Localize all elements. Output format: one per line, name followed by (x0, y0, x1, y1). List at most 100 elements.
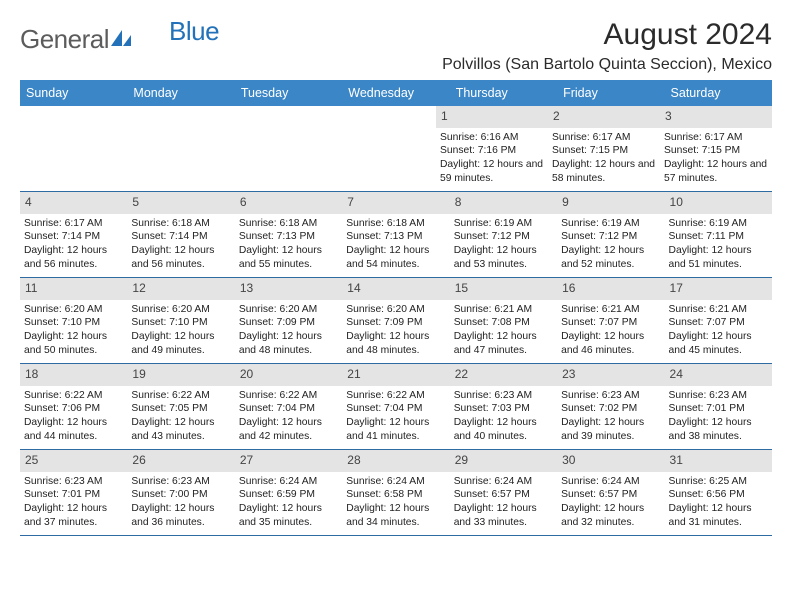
day-cell: 12 Sunrise: 6:20 AMSunset: 7:10 PMDayligh… (127, 278, 234, 364)
day-number: 7 (342, 192, 449, 214)
sunrise-line: Sunrise: 6:21 AM (561, 303, 660, 317)
empty-day-cell (228, 106, 332, 192)
sunset-line: Sunset: 7:14 PM (131, 230, 230, 244)
calendar-page: General Blue August 2024 Polvillos (San … (0, 0, 792, 612)
sunset-line: Sunset: 7:11 PM (669, 230, 768, 244)
day-number: 14 (342, 278, 449, 300)
daylight-line: Daylight: 12 hours and 49 minutes. (131, 330, 230, 357)
header: General Blue August 2024 Polvillos (San … (20, 18, 772, 74)
day-cell: 20Sunrise: 6:22 AMSunset: 7:04 PMDayligh… (235, 364, 342, 450)
day-number: 30 (557, 450, 664, 472)
day-cell: 30Sunrise: 6:24 AMSunset: 6:57 PMDayligh… (557, 450, 664, 536)
daylight-line: Daylight: 12 hours and 48 minutes. (239, 330, 338, 357)
day-number: 9 (557, 192, 664, 214)
sunrise-line: Sunrise: 6:16 AM (440, 131, 544, 145)
sunset-line: Sunset: 7:15 PM (552, 144, 656, 158)
day-number: 28 (342, 450, 449, 472)
day-number: 20 (235, 364, 342, 386)
sunset-line: Sunset: 7:09 PM (346, 316, 445, 330)
day-cell: 22Sunrise: 6:23 AMSunset: 7:03 PMDayligh… (450, 364, 557, 450)
dow-header-cell: Friday (557, 80, 664, 106)
daylight-line: Daylight: 12 hours and 32 minutes. (561, 502, 660, 529)
calendar-grid: SundayMondayTuesdayWednesdayThursdayFrid… (20, 80, 772, 536)
sunset-line: Sunset: 7:12 PM (561, 230, 660, 244)
daylight-line: Daylight: 12 hours and 50 minutes. (24, 330, 123, 357)
sunrise-line: Sunrise: 6:20 AM (239, 303, 338, 317)
week-row: 18Sunrise: 6:22 AMSunset: 7:06 PMDayligh… (20, 364, 772, 450)
sunrise-line: Sunrise: 6:20 AM (24, 303, 123, 317)
day-number: 6 (235, 192, 342, 214)
day-number: 1 (436, 106, 548, 128)
daylight-line: Daylight: 12 hours and 43 minutes. (131, 416, 230, 443)
day-cell: 23Sunrise: 6:23 AMSunset: 7:02 PMDayligh… (557, 364, 664, 450)
empty-day-cell (124, 106, 228, 192)
day-cell: 17Sunrise: 6:21 AMSunset: 7:07 PMDayligh… (665, 278, 772, 364)
dow-header-cell: Sunday (20, 80, 127, 106)
day-cell: 16Sunrise: 6:21 AMSunset: 7:07 PMDayligh… (557, 278, 664, 364)
location-subtitle: Polvillos (San Bartolo Quinta Seccion), … (442, 56, 772, 74)
day-cell: 24Sunrise: 6:23 AMSunset: 7:01 PMDayligh… (665, 364, 772, 450)
daylight-line: Daylight: 12 hours and 31 minutes. (669, 502, 768, 529)
daylight-line: Daylight: 12 hours and 40 minutes. (454, 416, 553, 443)
sunrise-line: Sunrise: 6:21 AM (669, 303, 768, 317)
sunrise-line: Sunrise: 6:23 AM (454, 389, 553, 403)
sunset-line: Sunset: 7:10 PM (131, 316, 230, 330)
day-number: 10 (665, 192, 772, 214)
logo: General Blue (20, 18, 219, 55)
day-number: 18 (20, 364, 127, 386)
day-cell: 7Sunrise: 6:18 AMSunset: 7:13 PMDaylight… (342, 192, 449, 278)
sunset-line: Sunset: 7:00 PM (131, 488, 230, 502)
dow-header-cell: Saturday (665, 80, 772, 106)
day-cell: 13Sunrise: 6:20 AMSunset: 7:09 PMDayligh… (235, 278, 342, 364)
day-cell: 5Sunrise: 6:18 AMSunset: 7:14 PMDaylight… (127, 192, 234, 278)
day-cell: 15Sunrise: 6:21 AMSunset: 7:08 PMDayligh… (450, 278, 557, 364)
sunrise-line: Sunrise: 6:17 AM (664, 131, 768, 145)
sunset-line: Sunset: 7:08 PM (454, 316, 553, 330)
dow-header-cell: Wednesday (342, 80, 449, 106)
day-number: 31 (665, 450, 772, 472)
day-cell: 14Sunrise: 6:20 AMSunset: 7:09 PMDayligh… (342, 278, 449, 364)
dow-header-row: SundayMondayTuesdayWednesdayThursdayFrid… (20, 80, 772, 106)
day-number: 15 (450, 278, 557, 300)
sunrise-line: Sunrise: 6:20 AM (131, 303, 230, 317)
day-cell: 21Sunrise: 6:22 AMSunset: 7:04 PMDayligh… (342, 364, 449, 450)
day-cell: 18Sunrise: 6:22 AMSunset: 7:06 PMDayligh… (20, 364, 127, 450)
day-number: 24 (665, 364, 772, 386)
sunrise-line: Sunrise: 6:22 AM (239, 389, 338, 403)
sunset-line: Sunset: 6:58 PM (346, 488, 445, 502)
weeks-container: 1Sunrise: 6:16 AMSunset: 7:16 PMDaylight… (20, 106, 772, 536)
sunrise-line: Sunrise: 6:19 AM (669, 217, 768, 231)
day-number: 29 (450, 450, 557, 472)
daylight-line: Daylight: 12 hours and 44 minutes. (24, 416, 123, 443)
empty-day-cell (332, 106, 436, 192)
dow-header-cell: Thursday (450, 80, 557, 106)
day-cell: 26Sunrise: 6:23 AMSunset: 7:00 PMDayligh… (127, 450, 234, 536)
day-number: 13 (235, 278, 342, 300)
sunrise-line: Sunrise: 6:19 AM (454, 217, 553, 231)
daylight-line: Daylight: 12 hours and 36 minutes. (131, 502, 230, 529)
sunrise-line: Sunrise: 6:17 AM (24, 217, 123, 231)
day-number: 23 (557, 364, 664, 386)
day-cell: 6Sunrise: 6:18 AMSunset: 7:13 PMDaylight… (235, 192, 342, 278)
sunrise-line: Sunrise: 6:23 AM (669, 389, 768, 403)
day-number: 12 (127, 278, 234, 300)
day-cell: 9Sunrise: 6:19 AMSunset: 7:12 PMDaylight… (557, 192, 664, 278)
sunrise-line: Sunrise: 6:23 AM (561, 389, 660, 403)
sunset-line: Sunset: 7:02 PM (561, 402, 660, 416)
day-cell: 3Sunrise: 6:17 AMSunset: 7:15 PMDaylight… (660, 106, 772, 192)
daylight-line: Daylight: 12 hours and 58 minutes. (552, 158, 656, 185)
sunrise-line: Sunrise: 6:25 AM (669, 475, 768, 489)
sunset-line: Sunset: 7:06 PM (24, 402, 123, 416)
daylight-line: Daylight: 12 hours and 47 minutes. (454, 330, 553, 357)
day-number: 26 (127, 450, 234, 472)
dow-header-cell: Tuesday (235, 80, 342, 106)
sunset-line: Sunset: 7:13 PM (346, 230, 445, 244)
sunset-line: Sunset: 7:10 PM (24, 316, 123, 330)
daylight-line: Daylight: 12 hours and 51 minutes. (669, 244, 768, 271)
day-cell: 4Sunrise: 6:17 AMSunset: 7:14 PMDaylight… (20, 192, 127, 278)
day-cell: 25Sunrise: 6:23 AMSunset: 7:01 PMDayligh… (20, 450, 127, 536)
daylight-line: Daylight: 12 hours and 37 minutes. (24, 502, 123, 529)
sunrise-line: Sunrise: 6:24 AM (239, 475, 338, 489)
week-row: 4Sunrise: 6:17 AMSunset: 7:14 PMDaylight… (20, 192, 772, 278)
sunset-line: Sunset: 7:03 PM (454, 402, 553, 416)
